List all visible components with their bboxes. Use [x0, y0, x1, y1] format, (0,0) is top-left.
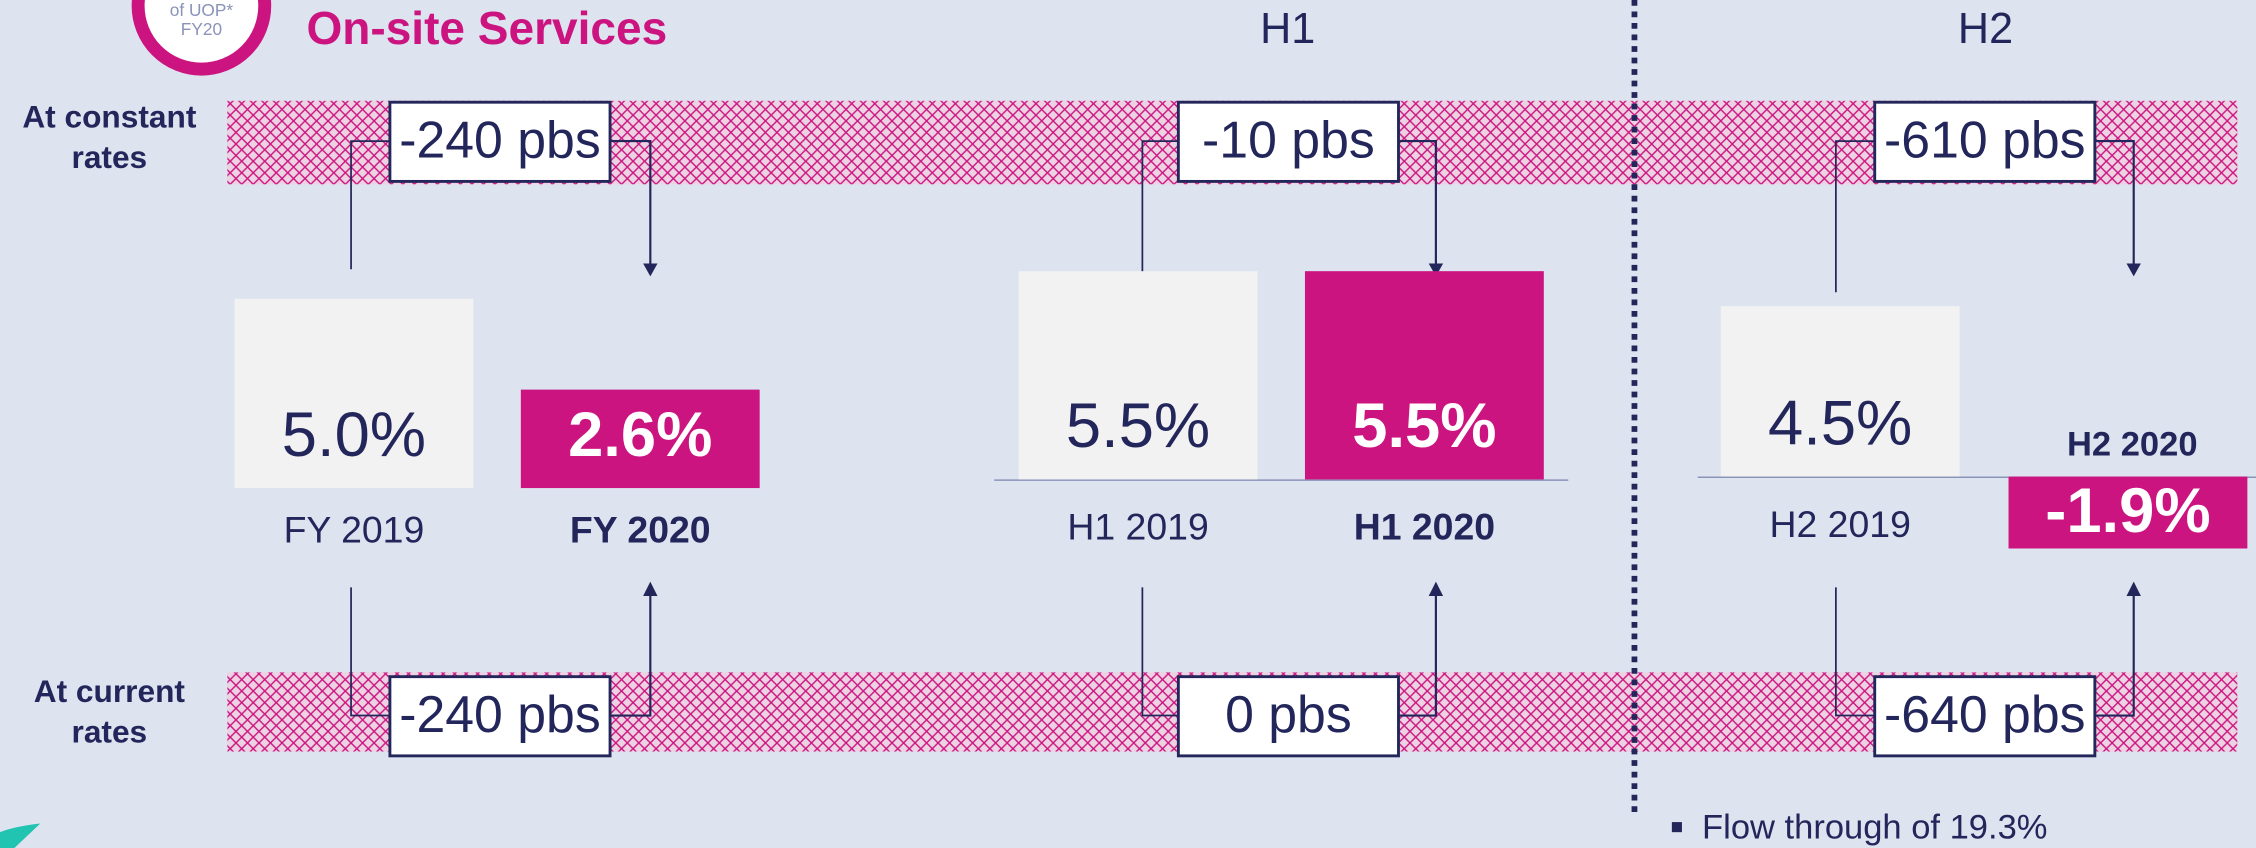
- connector: [350, 140, 390, 270]
- bar: [1720, 306, 1960, 477]
- connector: [2094, 140, 2135, 268]
- bullet-text: Flow through of 19.3%: [1702, 808, 2047, 846]
- badge-text: FY20: [181, 19, 222, 39]
- change-box: [388, 100, 612, 183]
- bar-label: H2 2019: [1769, 503, 1910, 545]
- change-text: 0 pbs: [1225, 685, 1352, 743]
- change-box: [1873, 675, 2097, 758]
- change-box: [1873, 100, 2097, 183]
- arrowhead: [1428, 581, 1444, 597]
- arrowhead: [643, 263, 658, 277]
- arrowhead: [1428, 263, 1444, 277]
- change-box: [1176, 100, 1400, 183]
- connector: [1398, 140, 1437, 268]
- bar-label: H2 2020: [2067, 425, 2198, 463]
- row-label: At current rates: [34, 673, 186, 749]
- value-label: -1.9%: [2045, 476, 2210, 546]
- connector: [610, 140, 652, 268]
- arrowhead: [2126, 263, 2141, 277]
- connector: [1398, 591, 1437, 717]
- bar-label: H1 2020: [1354, 506, 1495, 548]
- connector: [1141, 587, 1179, 717]
- connector: [1835, 587, 1875, 717]
- connector: [350, 587, 390, 717]
- bar-label: FY 2019: [284, 509, 425, 551]
- connector: [2094, 591, 2135, 717]
- connector: [1835, 140, 1875, 293]
- connector: [610, 591, 652, 717]
- bar: [520, 389, 760, 489]
- bar: [1018, 271, 1258, 480]
- title: On-site Services: [306, 2, 667, 54]
- bar: [234, 298, 474, 489]
- change-box: [388, 675, 612, 758]
- value-label: 5.5%: [1352, 391, 1496, 461]
- corner-shape: [0, 823, 41, 848]
- value-label: 2.6%: [568, 400, 712, 470]
- value-label: 5.5%: [1066, 391, 1210, 461]
- change-text: -10 pbs: [1202, 111, 1375, 169]
- bar: [1304, 271, 1544, 480]
- heading: H2: [1958, 5, 2013, 53]
- bar-label: H1 2019: [1067, 506, 1208, 548]
- value-label: 5.0%: [282, 400, 426, 470]
- change-text: -640 pbs: [1884, 685, 2086, 743]
- heading: H1: [1260, 5, 1315, 53]
- bar: [2008, 476, 2248, 549]
- bar-label: FY 2020: [570, 509, 711, 551]
- bullet-marker: [1671, 822, 1682, 833]
- change-text: -610 pbs: [1884, 111, 2086, 169]
- badge-text: of UOP*: [170, 0, 234, 20]
- row-label: At constant rates: [22, 99, 197, 175]
- badge: [131, 0, 272, 76]
- connector: [1141, 140, 1179, 277]
- value-label: 4.5%: [1768, 388, 1912, 458]
- arrowhead: [643, 581, 658, 597]
- change-text: -240 pbs: [399, 111, 601, 169]
- change-box: [1176, 675, 1400, 758]
- arrowhead: [2126, 581, 2141, 597]
- change-text: -240 pbs: [399, 685, 601, 743]
